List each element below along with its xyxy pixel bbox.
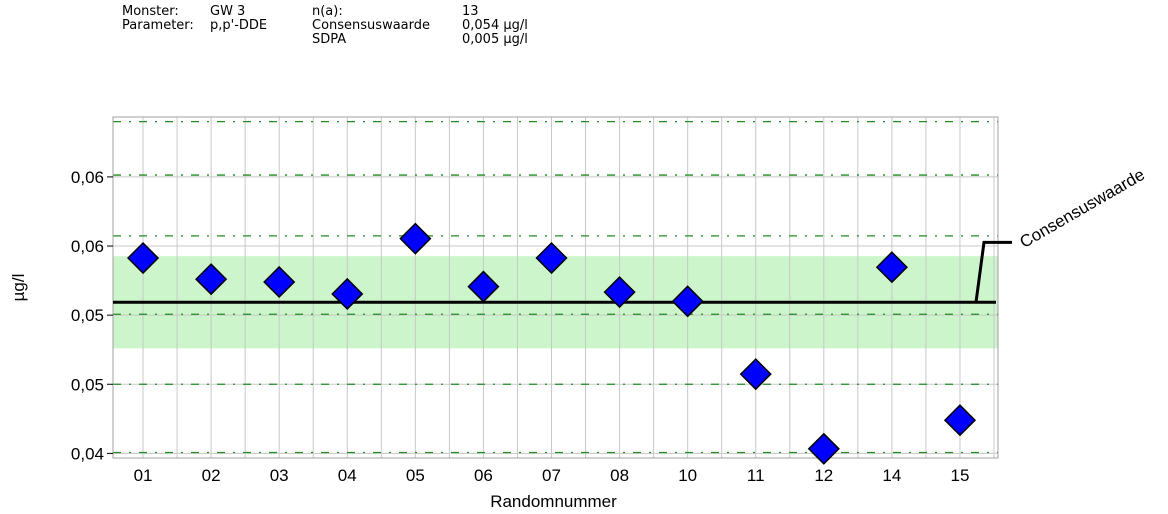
x-tick-label: 14 [882, 466, 901, 485]
x-tick-label: 12 [814, 466, 833, 485]
header-values-col1: GW 3 p,p'-DDE [210, 5, 267, 33]
n-label: n(a): [312, 4, 343, 19]
sdpa-label: SDPA [312, 32, 347, 47]
data-point-marker [263, 265, 296, 299]
x-tick-label: 02 [202, 466, 221, 485]
consensus-leader-line [974, 240, 1012, 303]
y-tick-label: 0,06 [71, 237, 104, 256]
data-point-marker [331, 277, 364, 311]
x-tick-label: 15 [951, 466, 970, 485]
n-value: 13 [462, 4, 479, 19]
x-axis-label: Randomnummer [490, 492, 617, 511]
consensus-label: Consensuswaarde [1017, 165, 1148, 252]
x-tick-label: 01 [134, 466, 153, 485]
data-point-marker [195, 263, 228, 296]
parameter-value: p,p'-DDE [210, 18, 268, 33]
header-labels-col1: Monster: Parameter: [122, 5, 194, 33]
header-values-col2: 13 0,054 µg/l 0,005 µg/l [462, 5, 528, 47]
data-point-marker [739, 358, 772, 391]
data-point-marker [671, 285, 704, 318]
plot-frame [112, 116, 999, 459]
y-tick-label: 0,06 [71, 168, 104, 187]
y-tick-label: 0,05 [71, 306, 104, 325]
y-tick-label: 0,05 [71, 375, 104, 394]
x-tick-label: 10 [678, 466, 697, 485]
x-tick-label: 08 [610, 466, 629, 485]
data-point-marker [126, 241, 160, 275]
data-point-marker [535, 241, 568, 275]
consensus-label: Consensuswaarde [312, 18, 430, 33]
x-tick-label: 05 [406, 466, 425, 485]
x-tick-label: 11 [747, 466, 765, 485]
x-tick-label: 03 [270, 466, 289, 485]
x-tick-label: 04 [338, 466, 357, 485]
data-point-marker [399, 222, 432, 255]
parameter-label: Parameter: [122, 18, 194, 33]
monster-value: GW 3 [210, 4, 246, 19]
x-tick-label: 07 [542, 466, 561, 485]
data-point-marker [603, 276, 636, 309]
header-labels-col2: n(a): Consensuswaarde SDPA [312, 5, 430, 47]
monster-label: Monster: [122, 4, 179, 19]
data-point-marker [467, 270, 500, 303]
x-tick-label: 06 [474, 466, 493, 485]
sdpa-value: 0,005 µg/l [462, 32, 528, 47]
data-point-marker [943, 404, 977, 437]
y-tick-label: 0,04 [71, 444, 104, 463]
consensus-value: 0,054 µg/l [462, 18, 528, 33]
data-point-marker [875, 251, 908, 284]
data-point-marker [807, 432, 840, 465]
y-axis-label: µg/l [9, 274, 28, 302]
